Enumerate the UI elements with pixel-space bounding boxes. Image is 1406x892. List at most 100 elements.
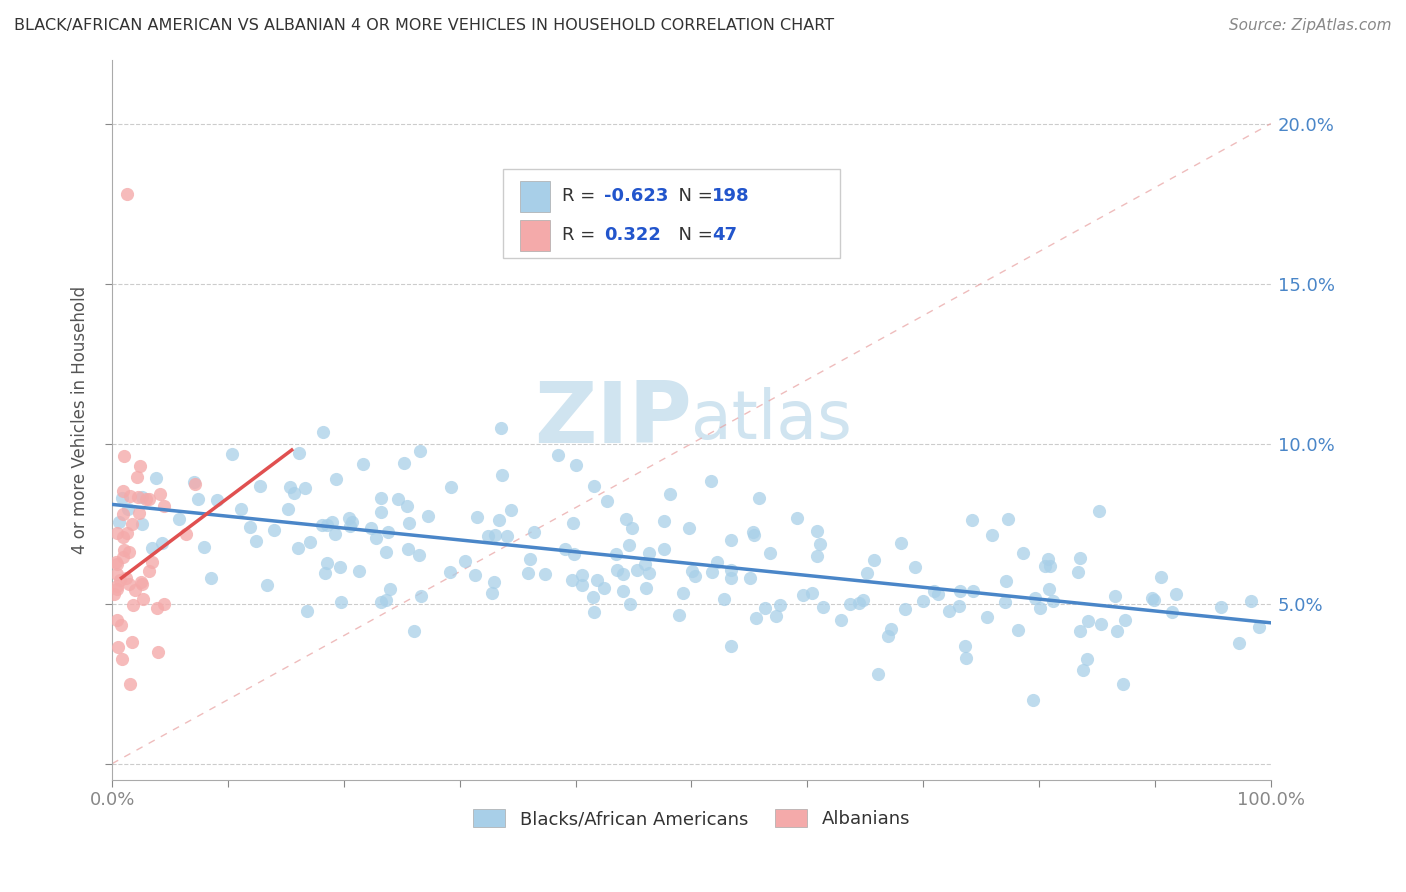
Point [311,425,333,439]
Point [1012,546,1035,560]
Point [612,567,634,582]
Point [994,574,1017,589]
Point [1247,620,1270,634]
Point [1112,677,1135,691]
Point [482,574,505,589]
Point [491,467,513,482]
Point [499,503,522,517]
Point [131,490,153,504]
Point [720,533,742,548]
Point [654,514,676,528]
Point [1104,589,1126,603]
Point [366,531,388,545]
Point [370,505,392,519]
Point [976,609,998,624]
Point [1090,616,1112,631]
Point [481,585,503,599]
Point [352,457,374,471]
Point [571,578,593,592]
Point [440,480,463,494]
Point [1164,587,1187,601]
Point [523,525,546,540]
Point [321,515,343,529]
Point [856,566,879,580]
Point [672,586,695,600]
Point [141,555,163,569]
Point [110,651,132,665]
Point [484,527,506,541]
Point [1022,692,1045,706]
Point [652,542,675,557]
Point [617,538,640,552]
Point [118,545,141,559]
Point [1227,636,1250,650]
Point [720,571,742,585]
Point [145,471,167,485]
Point [477,529,499,543]
Point [375,545,398,559]
Point [378,582,401,597]
Point [960,513,983,527]
Point [207,492,229,507]
Point [637,545,659,559]
Point [311,518,333,533]
Point [792,588,814,602]
Point [801,586,824,600]
Point [249,478,271,492]
Point [105,582,128,596]
Point [562,547,585,561]
Point [149,487,172,501]
Point [187,492,209,507]
Point [153,499,176,513]
Point [374,593,396,607]
Point [408,548,430,562]
Point [323,526,346,541]
Point [464,568,486,582]
Point [1069,624,1091,638]
Point [122,598,145,612]
Point [678,521,700,535]
Point [146,600,169,615]
Point [402,624,425,638]
Point [700,474,723,488]
Point [620,521,643,535]
Point [938,604,960,618]
Point [614,512,637,526]
Point [769,598,792,612]
Point [129,575,152,590]
Point [852,592,875,607]
Point [118,676,141,690]
Point [193,540,215,554]
Point [786,511,808,525]
Point [105,526,128,541]
Point [744,527,766,541]
Point [1076,652,1098,666]
Point [121,516,143,531]
Point [416,509,439,524]
Point [135,492,157,507]
Point [681,564,703,578]
Point [720,639,742,653]
Point [997,512,1019,526]
Point [839,597,862,611]
Point [229,502,252,516]
Point [148,645,170,659]
Point [112,550,135,565]
Point [315,517,337,532]
Point [668,607,690,622]
Point [806,549,828,563]
Point [121,635,143,649]
Point [1077,614,1099,628]
Point [962,583,984,598]
Point [489,421,512,435]
Point [534,567,557,582]
Point [105,557,128,571]
Point [153,597,176,611]
Text: 198: 198 [713,187,749,205]
Text: N =: N = [668,187,718,205]
Point [561,516,583,530]
Point [706,555,728,569]
Point [586,574,609,588]
Legend: Blacks/African Americans, Albanians: Blacks/African Americans, Albanians [465,802,918,836]
Point [111,530,134,544]
